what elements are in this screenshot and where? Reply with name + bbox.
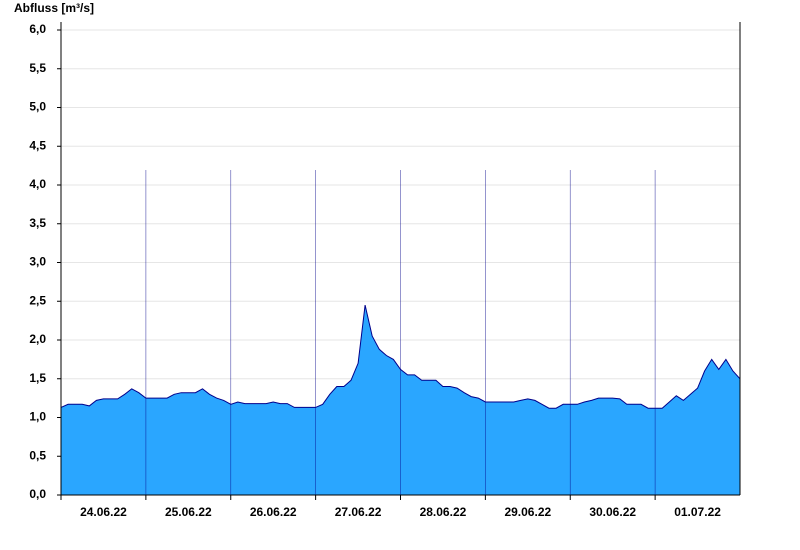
x-tick-label: 27.06.22 bbox=[335, 505, 382, 519]
y-tick-label: 5,0 bbox=[29, 100, 46, 114]
y-tick-label: 3,5 bbox=[29, 216, 46, 230]
x-tick-label: 28.06.22 bbox=[420, 505, 467, 519]
y-tick-label: 0,5 bbox=[29, 448, 46, 462]
x-tick-label: 30.06.22 bbox=[589, 505, 636, 519]
y-tick-label: 0,0 bbox=[29, 487, 46, 501]
x-tick-label: 25.06.22 bbox=[165, 505, 212, 519]
x-tick-label: 24.06.22 bbox=[80, 505, 127, 519]
y-axis-label: Abfluss [m³/s] bbox=[14, 1, 94, 15]
y-tick-label: 2,0 bbox=[29, 332, 46, 346]
y-tick-label: 1,5 bbox=[29, 371, 46, 385]
y-tick-label: 5,5 bbox=[29, 61, 46, 75]
x-tick-label: 26.06.22 bbox=[250, 505, 297, 519]
x-tick-label: 29.06.22 bbox=[504, 505, 551, 519]
y-tick-label: 3,0 bbox=[29, 255, 46, 269]
y-tick-label: 2,5 bbox=[29, 293, 46, 307]
x-tick-label: 01.07.22 bbox=[674, 505, 721, 519]
y-tick-label: 4,0 bbox=[29, 177, 46, 191]
y-tick-label: 4,5 bbox=[29, 138, 46, 152]
y-tick-label: 1,0 bbox=[29, 410, 46, 424]
y-tick-label: 6,0 bbox=[29, 22, 46, 36]
